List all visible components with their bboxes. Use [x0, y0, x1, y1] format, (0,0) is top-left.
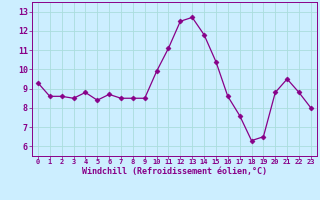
X-axis label: Windchill (Refroidissement éolien,°C): Windchill (Refroidissement éolien,°C) [82, 167, 267, 176]
